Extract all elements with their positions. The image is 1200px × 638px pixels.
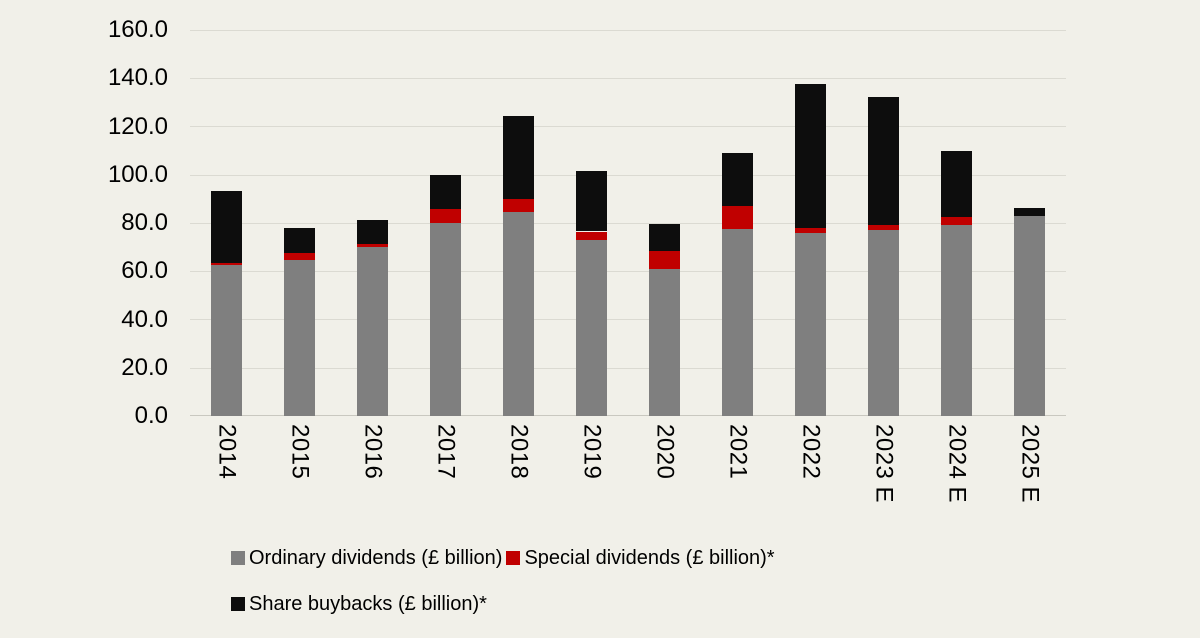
legend-item-special-dividends: Special dividends (£ billion)*	[506, 545, 775, 571]
bar-2015-ordinary-dividends	[284, 260, 315, 416]
bar-2020-share-buybacks	[649, 224, 680, 251]
x-tick-label-2023-e: 2023 E	[847, 424, 920, 503]
bar-2024-e-special-dividends	[941, 217, 972, 225]
legend-label-special-dividends: Special dividends (£ billion)*	[524, 547, 775, 569]
bar-2015-share-buybacks	[284, 228, 315, 253]
gridline-60	[190, 271, 1066, 272]
bar-2022-share-buybacks	[795, 84, 826, 228]
bar-2016-special-dividends	[357, 243, 388, 247]
x-tick-label-2015: 2015	[263, 424, 336, 479]
x-tick-text: 2019	[578, 424, 606, 480]
x-tick-text: 2017	[432, 424, 460, 480]
y-tick-label-120: 120.0	[107, 113, 168, 140]
x-tick-label-2019: 2019	[555, 424, 628, 479]
bar-2014-share-buybacks	[211, 191, 242, 263]
y-tick-label-0: 0.0	[134, 402, 168, 429]
legend-item-share-buybacks: Share buybacks (£ billion)*	[231, 591, 487, 617]
bar-2025-e-share-buybacks	[1014, 208, 1045, 216]
bar-2023-e-special-dividends	[868, 225, 899, 230]
bar-2014-special-dividends	[211, 263, 242, 265]
gridline-100	[190, 175, 1066, 176]
gridline-20	[190, 368, 1066, 369]
x-tick-label-2022: 2022	[774, 424, 847, 479]
bar-2017-ordinary-dividends	[430, 223, 461, 416]
x-tick-text: 2024 E	[943, 424, 971, 504]
y-tick-label-160: 160.0	[107, 16, 168, 43]
x-tick-text: 2016	[359, 424, 387, 480]
x-tick-text: 2025 E	[1016, 424, 1044, 504]
legend-row-2: Share buybacks (£ billion)*	[231, 591, 779, 617]
legend-label-ordinary-dividends: Ordinary dividends (£ billion)	[249, 547, 503, 569]
x-tick-text: 2022	[797, 424, 825, 480]
bar-2018-share-buybacks	[503, 116, 534, 199]
x-tick-text: 2020	[651, 424, 679, 480]
bar-2022-ordinary-dividends	[795, 233, 826, 416]
plot-area	[190, 30, 1066, 416]
bar-2019-ordinary-dividends	[576, 240, 607, 416]
y-tick-label-60: 60.0	[121, 257, 168, 284]
bar-2025-e-ordinary-dividends	[1014, 216, 1045, 416]
y-tick-label-140: 140.0	[107, 64, 168, 91]
bar-2021-share-buybacks	[722, 153, 753, 206]
bar-2016-ordinary-dividends	[357, 247, 388, 416]
y-tick-label-80: 80.0	[121, 209, 168, 236]
y-tick-label-40: 40.0	[121, 306, 168, 333]
gridline-80	[190, 223, 1066, 224]
x-tick-text: 2014	[213, 424, 241, 480]
bar-2020-special-dividends	[649, 251, 680, 269]
bar-2017-special-dividends	[430, 209, 461, 223]
legend-label-share-buybacks: Share buybacks (£ billion)*	[249, 593, 487, 615]
bar-2017-share-buybacks	[430, 175, 461, 209]
share-buybacks-swatch-icon	[231, 597, 245, 611]
x-tick-label-2024-e: 2024 E	[920, 424, 993, 503]
x-tick-label-2025-e: 2025 E	[993, 424, 1066, 503]
gridline-120	[190, 126, 1066, 127]
bar-2022-special-dividends	[795, 228, 826, 233]
x-tick-label-2014: 2014	[190, 424, 263, 479]
x-tick-label-2020: 2020	[628, 424, 701, 479]
special-dividends-swatch-icon	[506, 551, 521, 565]
bar-2024-e-share-buybacks	[941, 151, 972, 217]
x-tick-text: 2015	[286, 424, 314, 480]
gridline-40	[190, 319, 1066, 320]
bar-2018-ordinary-dividends	[503, 212, 534, 416]
y-axis: 0.0 20.0 40.0 60.0 80.0 100.0 120.0 140.0 160.0	[0, 16, 168, 429]
bar-2021-ordinary-dividends	[722, 229, 753, 416]
y-tick-label-20: 20.0	[121, 354, 168, 381]
legend: Ordinary dividends (£ billion) Special di…	[231, 545, 779, 637]
y-tick-label-100: 100.0	[107, 161, 168, 188]
x-tick-text: 2021	[724, 424, 752, 480]
legend-row-1: Ordinary dividends (£ billion) Special di…	[231, 545, 779, 571]
gridline-140	[190, 78, 1066, 79]
x-axis-baseline	[190, 415, 1066, 416]
bar-2024-e-ordinary-dividends	[941, 225, 972, 416]
bar-2020-ordinary-dividends	[649, 269, 680, 416]
x-tick-label-2017: 2017	[409, 424, 482, 479]
x-tick-label-2016: 2016	[336, 424, 409, 479]
bar-2021-special-dividends	[722, 206, 753, 229]
legend-item-ordinary-dividends: Ordinary dividends (£ billion)	[231, 545, 502, 571]
ordinary-dividends-swatch-icon	[231, 551, 245, 565]
bar-2018-special-dividends	[503, 199, 534, 212]
bar-2023-e-ordinary-dividends	[868, 230, 899, 416]
x-tick-label-2018: 2018	[482, 424, 555, 479]
x-axis: 2014 2015 2016 2017 2018 2019 2020 2021 2022 2023…	[190, 424, 1066, 529]
x-tick-text: 2018	[505, 424, 533, 480]
bar-2023-e-share-buybacks	[868, 97, 899, 225]
bar-2015-special-dividends	[284, 253, 315, 260]
bar-2014-ordinary-dividends	[211, 265, 242, 416]
bar-2019-special-dividends	[576, 232, 607, 240]
gridline-160	[190, 30, 1066, 31]
x-tick-label-2021: 2021	[701, 424, 774, 479]
bar-2019-share-buybacks	[576, 171, 607, 231]
x-tick-text: 2023 E	[870, 424, 898, 504]
bar-2016-share-buybacks	[357, 220, 388, 244]
